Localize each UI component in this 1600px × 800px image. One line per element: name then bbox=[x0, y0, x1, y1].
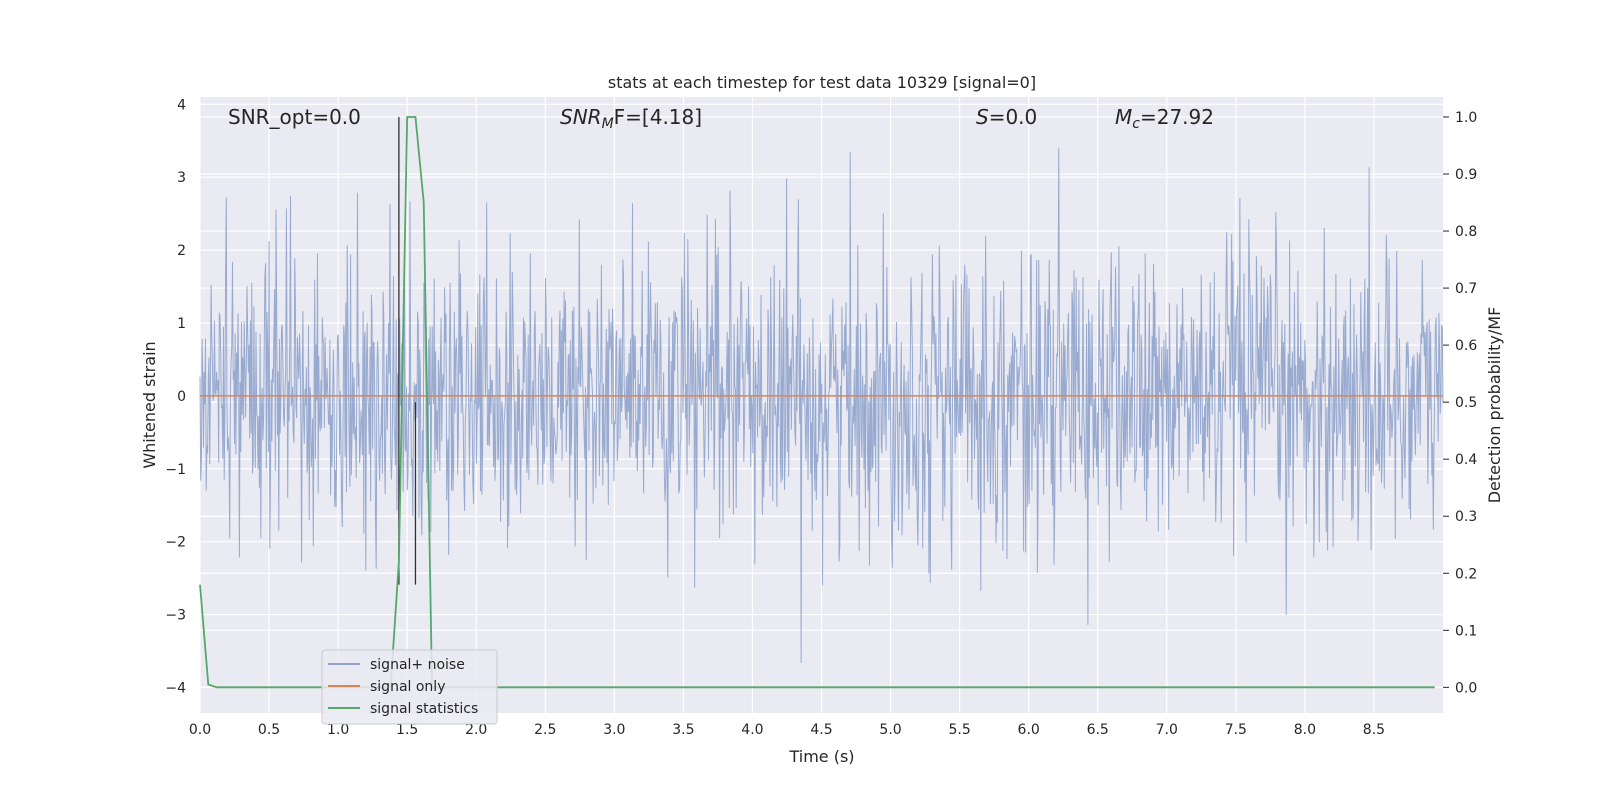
x-tick-label: 6.5 bbox=[1087, 722, 1109, 738]
y-tick-label-left: −1 bbox=[165, 462, 186, 478]
x-tick-label: 8.0 bbox=[1294, 722, 1316, 738]
y-axis-label-right: Detection probability/MF bbox=[1485, 307, 1504, 504]
y-tick-label-right: 0.9 bbox=[1455, 167, 1477, 183]
x-tick-label: 2.0 bbox=[465, 722, 487, 738]
x-tick-label: 2.5 bbox=[534, 722, 556, 738]
legend-label-signal-noise: signal+ noise bbox=[370, 657, 465, 673]
y-tick-label-left: 0 bbox=[177, 389, 186, 405]
x-tick-label: 8.5 bbox=[1363, 722, 1385, 738]
line-series bbox=[199, 116, 1443, 689]
x-tick-label: 0.5 bbox=[258, 722, 280, 738]
y-tick-label-right: 0.0 bbox=[1455, 680, 1477, 696]
x-tick-label: 1.0 bbox=[327, 722, 349, 738]
legend-box bbox=[321, 649, 498, 725]
signal-noise-line bbox=[199, 147, 1444, 664]
x-tick-label: 0.0 bbox=[189, 722, 211, 738]
y-axis-label-left: Whitened strain bbox=[140, 341, 159, 468]
x-tick-label: 5.5 bbox=[948, 722, 970, 738]
legend: signal+ noise signal only signal statist… bbox=[321, 649, 498, 725]
y-tick-label-left: −2 bbox=[165, 535, 186, 551]
x-tick-label: 7.5 bbox=[1225, 722, 1247, 738]
legend-label-signal-only: signal only bbox=[370, 679, 445, 695]
y-tick-label-left: 3 bbox=[177, 170, 186, 186]
signal-statistics-line bbox=[199, 116, 1435, 689]
y-tick-label-right: 0.2 bbox=[1455, 566, 1477, 582]
y-tick-label-left: 2 bbox=[177, 243, 186, 259]
x-tick-label: 1.5 bbox=[396, 722, 418, 738]
y-tick-label-right: 0.4 bbox=[1455, 452, 1477, 468]
legend-label-signal-statistics: signal statistics bbox=[370, 701, 478, 717]
y-tick-label-right: 0.7 bbox=[1455, 281, 1477, 297]
x-tick-label: 7.0 bbox=[1156, 722, 1178, 738]
x-tick-label: 4.0 bbox=[741, 722, 763, 738]
y-tick-label-left: −3 bbox=[165, 608, 186, 624]
chart-title: stats at each timestep for test data 103… bbox=[608, 73, 1036, 92]
y-tick-label-right: 0.6 bbox=[1455, 338, 1477, 354]
y-tick-label-left: −4 bbox=[165, 680, 186, 696]
y-tick-label-left: 4 bbox=[177, 97, 186, 113]
y-tick-label-left: 1 bbox=[177, 316, 186, 332]
y-tick-label-right: 0.1 bbox=[1455, 623, 1477, 639]
x-tick-label: 3.5 bbox=[672, 722, 694, 738]
noise-series bbox=[199, 147, 1444, 664]
x-tick-label: 5.0 bbox=[879, 722, 901, 738]
y-tick-label-right: 0.3 bbox=[1455, 509, 1477, 525]
y-axis-right: 1.0 0.9 0.8 0.7 0.6 0.5 0.4 0.3 0.2 0.1 0.0 bbox=[1443, 110, 1477, 696]
y-tick-label-right: 0.8 bbox=[1455, 224, 1477, 240]
annotation-mc: Mc=27.92 bbox=[1115, 105, 1214, 132]
x-axis: 0.0 0.5 1.0 1.5 2.0 2.5 3.0 3.5 4.0 4.5 5.0 5.5 6.0 6… bbox=[189, 722, 1385, 738]
annotation-s: S=0.0 bbox=[976, 105, 1037, 129]
y-tick-label-right: 0.5 bbox=[1455, 395, 1477, 411]
annotation-snr-opt: SNR_opt=0.0 bbox=[228, 105, 361, 129]
y-tick-label-right: 1.0 bbox=[1455, 110, 1477, 126]
annotation-snr-mf: SNRMF=[4.18] bbox=[560, 105, 702, 132]
x-tick-label: 3.0 bbox=[603, 722, 625, 738]
x-tick-label: 4.5 bbox=[810, 722, 832, 738]
y-axis-left: 4 3 2 1 0 −1 −2 −3 −4 bbox=[165, 97, 186, 696]
x-axis-label: Time (s) bbox=[788, 747, 854, 766]
x-tick-label: 6.0 bbox=[1018, 722, 1040, 738]
